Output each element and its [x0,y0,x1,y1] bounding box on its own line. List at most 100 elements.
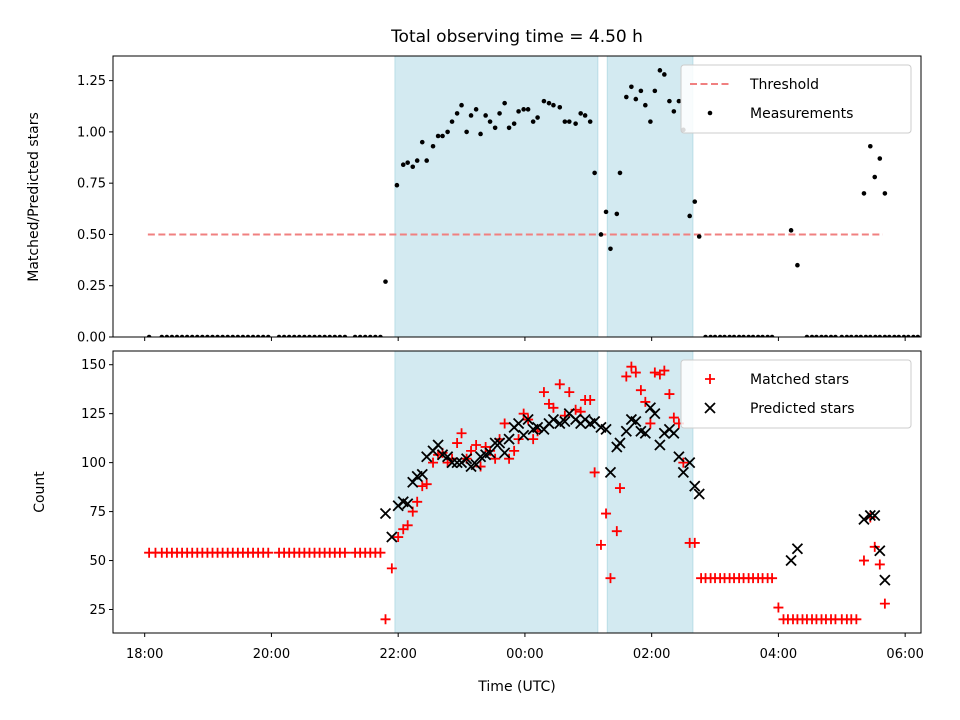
matched-star-marker [518,408,529,419]
measurement-point [307,334,312,337]
measurement-point [854,334,859,337]
x-tick-label: 22:00 [379,647,416,662]
top-plot-area [146,56,921,337]
top-y-tick-label: 1.00 [77,125,106,140]
measurement-point [629,84,634,90]
matched-star-marker [417,481,428,492]
measurement-point [317,334,322,337]
measurement-point [367,334,373,337]
matched-star-marker [548,402,559,413]
measurement-point [291,334,297,337]
x-tick-label: 00:00 [506,647,543,662]
measurement-point [464,129,469,135]
predicted-star-marker [547,413,560,426]
measurement-point [478,131,483,137]
measurement-point [657,68,663,73]
matched-star-marker [767,573,778,584]
measurement-point [557,104,563,110]
measurement-point [179,334,185,337]
predicted-star-marker [522,413,534,426]
measurement-point [312,334,317,337]
matched-star-marker [339,547,350,558]
measurement-point [322,334,327,337]
measurement-point [731,334,737,337]
legend-predicted-swatch [704,402,716,414]
bottom-y-tick-label: 100 [81,456,106,471]
predicted-star-marker [470,458,482,471]
measurement-point [868,334,873,337]
bottom-y-tick-label: 25 [89,603,106,618]
matched-star-marker [509,445,520,456]
measurement-point [445,129,450,135]
measurement-point [692,199,698,204]
measurement-point [492,125,498,131]
measurement-point [769,334,775,337]
predicted-star-marker [644,402,657,414]
bottom-legend-box [680,359,912,429]
measurement-point [541,98,547,104]
matched-star-marker [630,367,641,378]
measurement-point [473,107,479,112]
matched-star-marker [874,559,885,570]
measurement-point [200,334,205,337]
bottom-plot-area [144,351,891,633]
matched-star-marker [393,532,404,543]
predicted-star-marker [402,498,414,510]
measurement-point [562,119,568,124]
matched-star-marker [386,563,397,574]
measurement-point [760,334,765,337]
predicted-star-marker [499,447,511,459]
measurement-point [240,334,246,337]
measurement-point [863,334,869,337]
matched-star-marker [626,361,637,372]
measurement-point [297,334,302,337]
predicted-star-marker [654,439,666,451]
predicted-star-marker [673,451,685,463]
measurement-point [858,334,864,337]
matched-star-marker [649,367,660,378]
measurement-point [652,88,658,94]
predicted-star-marker [791,543,804,555]
top-legend-box [680,64,912,134]
top-y-tick-label: 0.00 [77,331,106,346]
measurement-point [276,334,282,337]
measurement-point [861,191,867,196]
matched-star-marker [380,614,391,625]
measurement-point [696,234,702,239]
predicted-star-marker [614,437,626,449]
measurement-point [337,334,343,337]
measurement-point [833,334,838,337]
measurement-point [383,279,388,284]
measurement-point [225,334,231,337]
matched-star-marker [611,526,622,537]
measurement-point [788,228,794,233]
measurement-point [440,133,445,139]
predicted-star-marker [518,429,530,441]
measurement-point [671,109,677,114]
predicted-star-marker [503,433,515,445]
measurement-point [578,111,583,116]
measurement-point [868,143,873,149]
predicted-star-marker [512,417,525,430]
predicted-star-marker [600,423,612,435]
measurement-point [405,160,410,165]
measurement-point [882,191,888,196]
measurement-point [260,334,266,337]
bottom-series-predicted-stars [379,402,891,586]
measurement-point [424,158,429,163]
measurement-point [703,334,708,337]
measurement-point [546,100,552,106]
measurement-point [746,334,751,337]
matched-star-marker [528,434,539,445]
predicted-star-marker [689,480,701,492]
bottom-y-tick-label: 125 [81,407,106,422]
measurement-point [468,113,474,118]
measurement-point [582,113,588,118]
x-tick-label: 06:00 [886,647,923,662]
matched-star-marker [564,387,575,398]
bottom-y-axis-label: Count [32,471,48,513]
measurement-point [839,334,845,337]
legend-label: Predicted stars [750,401,855,417]
matched-star-marker [585,394,596,405]
matched-star-marker [621,371,632,382]
